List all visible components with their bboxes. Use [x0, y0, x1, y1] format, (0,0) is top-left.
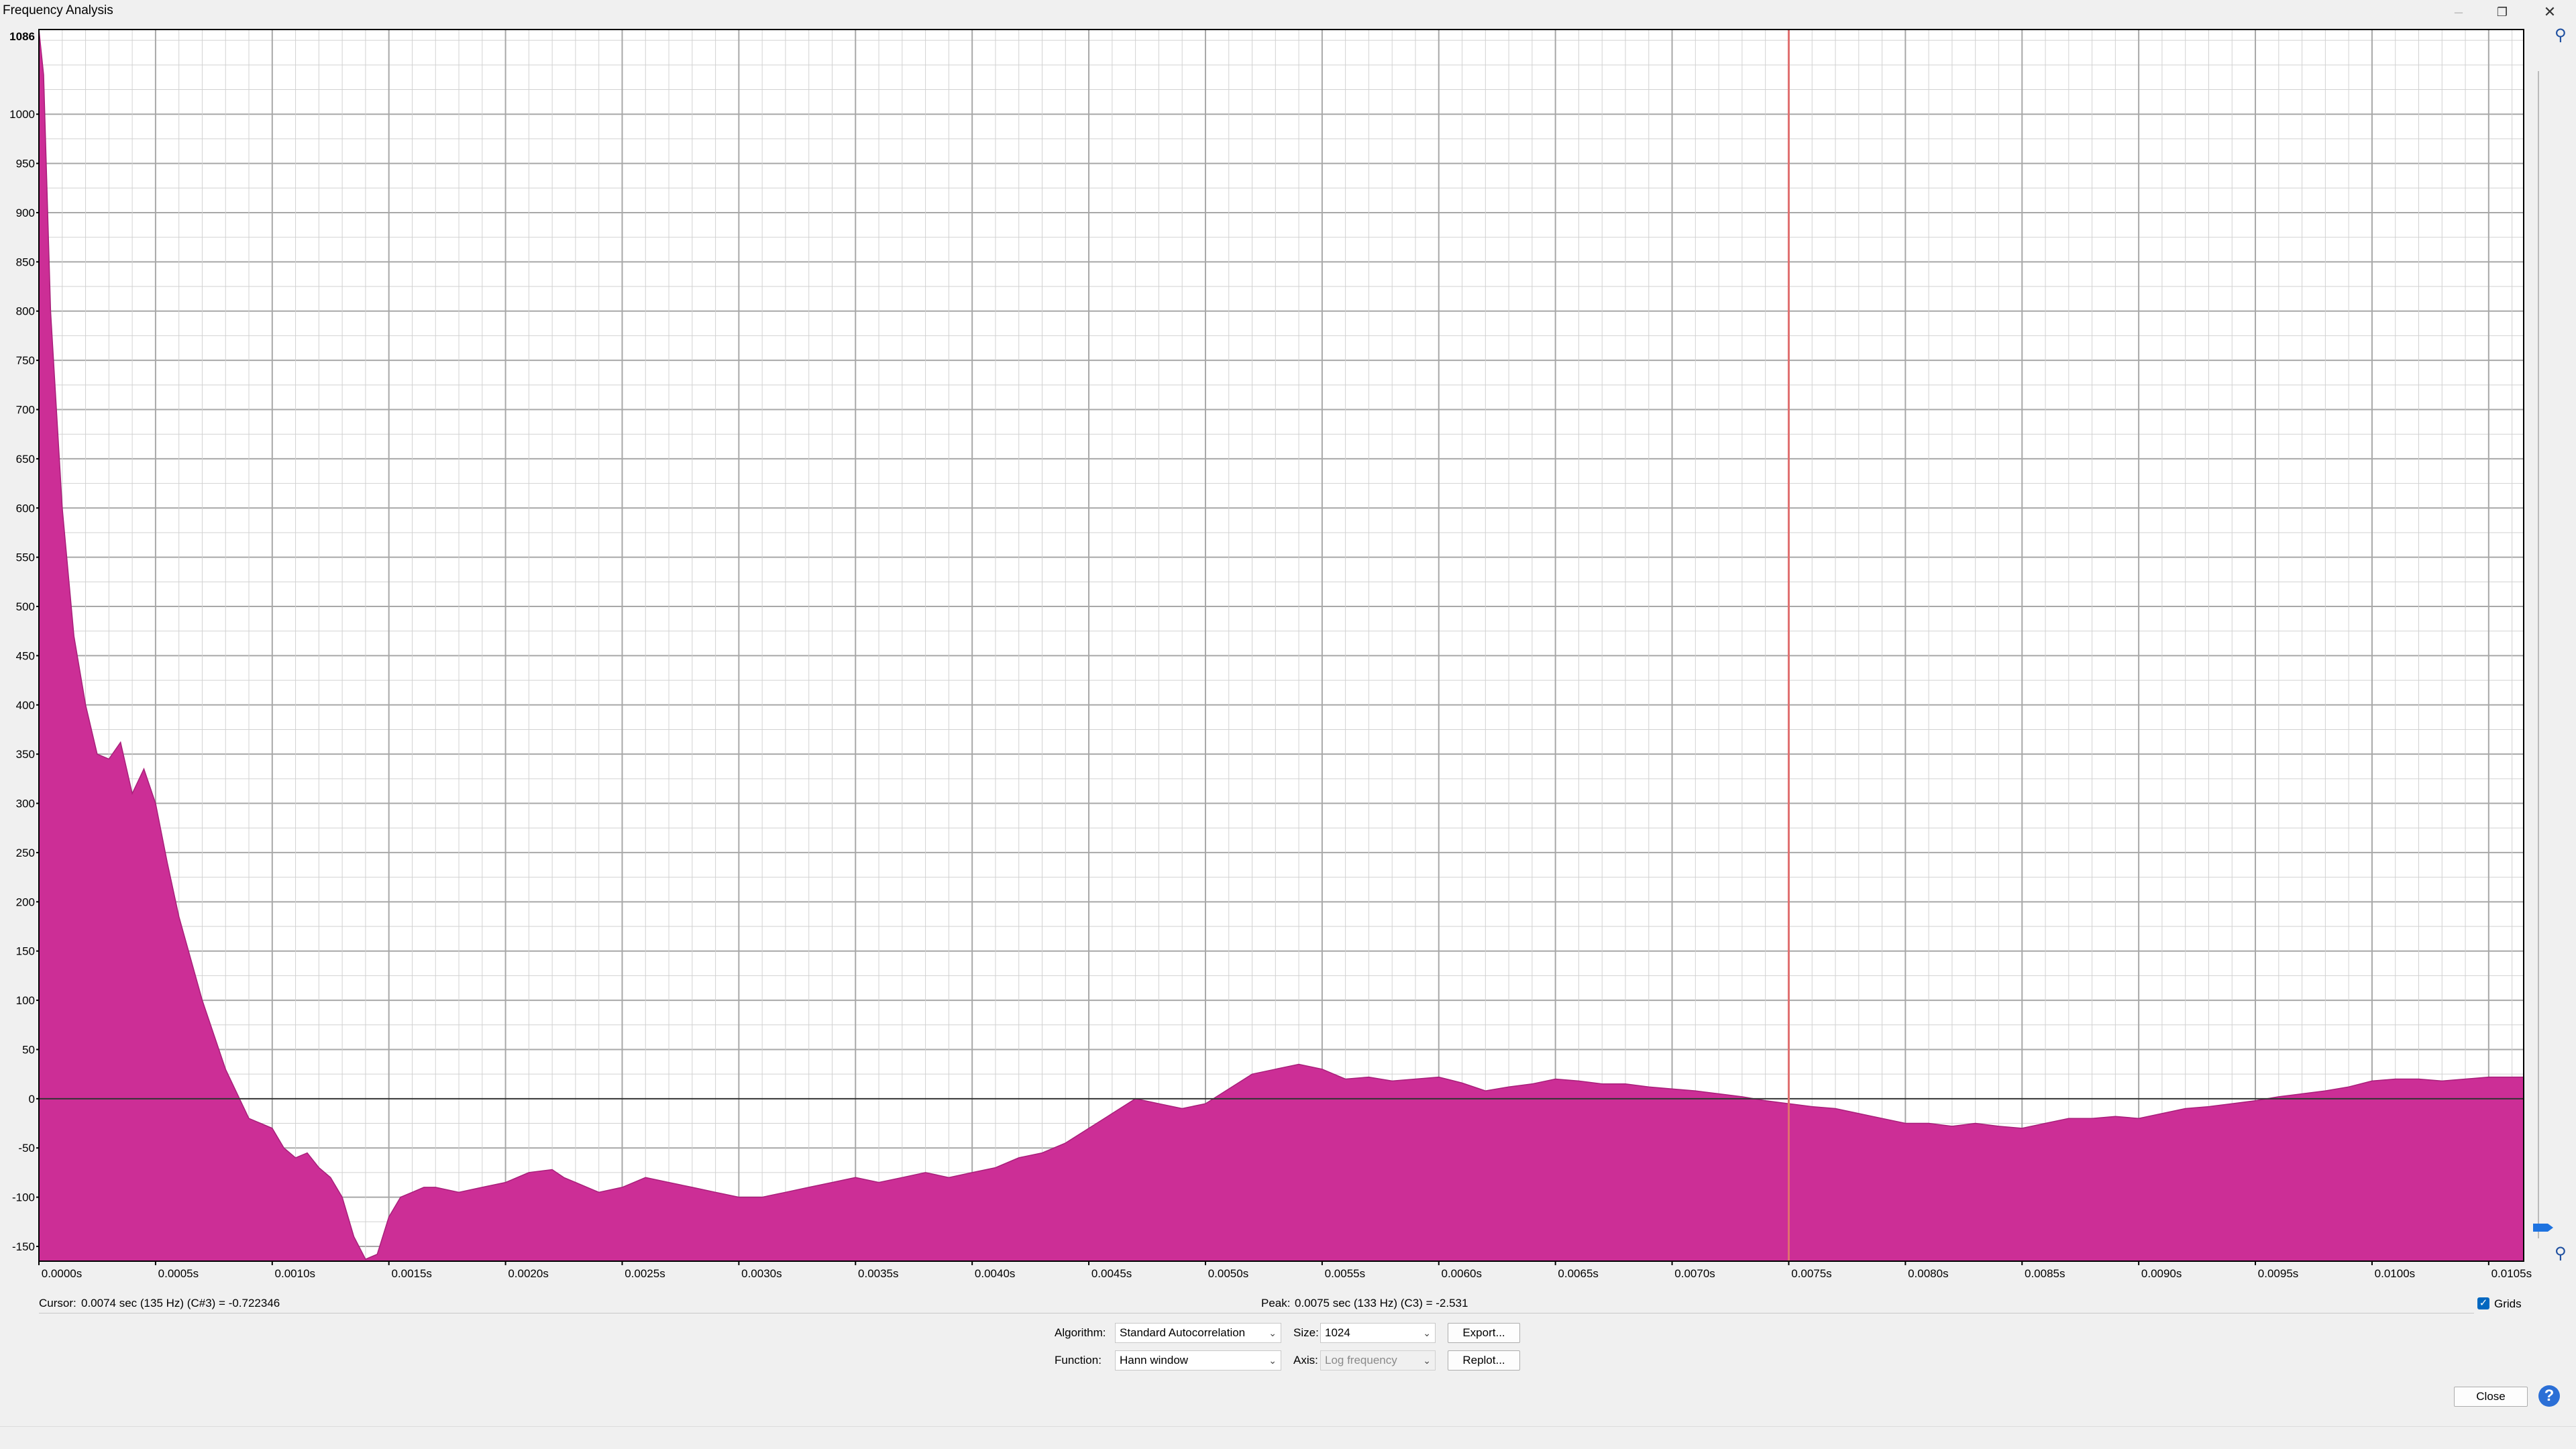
- x-tick-label: 0.0005s: [158, 1267, 199, 1280]
- y-tick-label: 700: [16, 404, 35, 417]
- x-tick-label: 0.0015s: [391, 1267, 432, 1280]
- chevron-down-icon: ⌄: [1423, 1328, 1431, 1338]
- x-tick-label: 0.0020s: [508, 1267, 549, 1280]
- minimize-icon[interactable]: –: [2454, 3, 2463, 20]
- x-tick-label: 0.0035s: [858, 1267, 899, 1280]
- size-select[interactable]: 1024 ⌄: [1320, 1323, 1436, 1343]
- y-tick-label: 350: [16, 748, 35, 761]
- chevron-down-icon: ⌄: [1269, 1328, 1277, 1338]
- cursor-value: 0.0074 sec (135 Hz) (C#3) = -0.722346: [81, 1297, 280, 1309]
- y-tick-label: 150: [16, 945, 35, 958]
- autocorrelation-plot[interactable]: 1000950900850800750700650600550500450400…: [0, 24, 2576, 1285]
- autocorrelation-series: [38, 29, 2524, 1262]
- y-tick-label: 750: [16, 354, 35, 367]
- y-tick-label: 600: [16, 502, 35, 515]
- y-tick-label: 100: [16, 994, 35, 1007]
- bottom-divider: [0, 1426, 2576, 1427]
- axis-select[interactable]: Log frequency ⌄: [1320, 1350, 1436, 1371]
- x-tick-label: 0.0060s: [1442, 1267, 1483, 1280]
- export-button[interactable]: Export...: [1448, 1323, 1520, 1343]
- x-tick-label: 0.0030s: [741, 1267, 782, 1280]
- function-value: Hann window: [1120, 1354, 1189, 1366]
- cursor-label: Cursor:: [39, 1297, 76, 1309]
- x-tick-label: 0.0065s: [1558, 1267, 1599, 1280]
- zoom-out-icon[interactable]: ⚲: [2555, 1244, 2567, 1263]
- x-tick-label: 0.0105s: [2491, 1267, 2532, 1280]
- function-select[interactable]: Hann window ⌄: [1115, 1350, 1281, 1371]
- peak-value: 0.0075 sec (133 Hz) (C3) = -2.531: [1295, 1297, 1468, 1309]
- peak-label: Peak:: [1261, 1297, 1291, 1309]
- y-tick-label: 50: [22, 1043, 35, 1056]
- grids-label: Grids: [2494, 1297, 2522, 1310]
- title-bar: Frequency Analysis – ❐ ✕: [0, 0, 2576, 24]
- x-tick-label: 0.0085s: [2025, 1267, 2065, 1280]
- y-tick-label: -100: [12, 1191, 35, 1204]
- function-label: Function:: [1055, 1354, 1102, 1366]
- y-tick-label: 900: [16, 207, 35, 219]
- grids-checkbox[interactable]: ✓: [2477, 1297, 2489, 1309]
- chevron-down-icon: ⌄: [1423, 1355, 1431, 1366]
- y-tick-label: 300: [16, 798, 35, 810]
- x-tick-label: 0.0050s: [1208, 1267, 1249, 1280]
- y-tick-label: 950: [16, 158, 35, 170]
- x-tick-label: 0.0075s: [1791, 1267, 1832, 1280]
- y-tick-label: 650: [16, 453, 35, 466]
- y-tick-label: 0: [29, 1093, 35, 1106]
- close-button[interactable]: Close: [2454, 1387, 2528, 1407]
- plot-background: [39, 30, 2524, 1261]
- help-icon[interactable]: ?: [2538, 1385, 2560, 1407]
- x-tick-label: 0.0025s: [625, 1267, 665, 1280]
- x-tick-label: 0.0100s: [2375, 1267, 2416, 1280]
- close-icon[interactable]: ✕: [2543, 3, 2557, 20]
- y-tick-label: -150: [12, 1240, 35, 1253]
- y-tick-label: 850: [16, 256, 35, 268]
- size-value: 1024: [1325, 1326, 1350, 1339]
- x-tick-label: 0.0070s: [1674, 1267, 1715, 1280]
- restore-icon[interactable]: ❐: [2496, 5, 2508, 19]
- x-tick-label: 0.0040s: [975, 1267, 1016, 1280]
- y-tick-label: 400: [16, 699, 35, 712]
- x-tick-label: 0.0055s: [1325, 1267, 1366, 1280]
- axis-label: Axis:: [1293, 1354, 1318, 1366]
- size-label: Size:: [1293, 1326, 1319, 1339]
- replot-button[interactable]: Replot...: [1448, 1350, 1520, 1371]
- algorithm-select[interactable]: Standard Autocorrelation ⌄: [1115, 1323, 1281, 1343]
- y-tick-label: 550: [16, 551, 35, 564]
- y-tick-label: 1086: [9, 30, 35, 43]
- x-tick-label: 0.0045s: [1091, 1267, 1132, 1280]
- x-tick-label: 0.0090s: [2141, 1267, 2182, 1280]
- algorithm-value: Standard Autocorrelation: [1120, 1326, 1246, 1339]
- plot-frame: [38, 29, 2524, 1262]
- window-title: Frequency Analysis: [3, 3, 113, 17]
- y-tick-label: 1000: [9, 108, 35, 121]
- y-tick-label: 200: [16, 896, 35, 908]
- chevron-down-icon: ⌄: [1269, 1355, 1277, 1366]
- x-tick-label: 0.0080s: [1908, 1267, 1949, 1280]
- x-tick-label: 0.0000s: [42, 1267, 83, 1280]
- x-tick-label: 0.0095s: [2258, 1267, 2299, 1280]
- y-tick-label: -50: [18, 1142, 35, 1155]
- y-tick-label: 800: [16, 305, 35, 318]
- zoom-slider-thumb: [2533, 1224, 2553, 1232]
- x-tick-label: 0.0010s: [275, 1267, 316, 1280]
- y-tick-label: 450: [16, 649, 35, 662]
- y-tick-label: 500: [16, 600, 35, 613]
- y-tick-label: 250: [16, 847, 35, 859]
- algorithm-label: Algorithm:: [1055, 1326, 1106, 1339]
- zoom-in-icon[interactable]: ⚲: [2555, 26, 2567, 44]
- axis-value: Log frequency: [1325, 1354, 1397, 1366]
